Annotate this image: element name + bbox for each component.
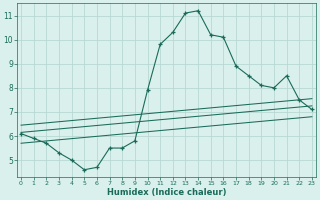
X-axis label: Humidex (Indice chaleur): Humidex (Indice chaleur): [107, 188, 226, 197]
